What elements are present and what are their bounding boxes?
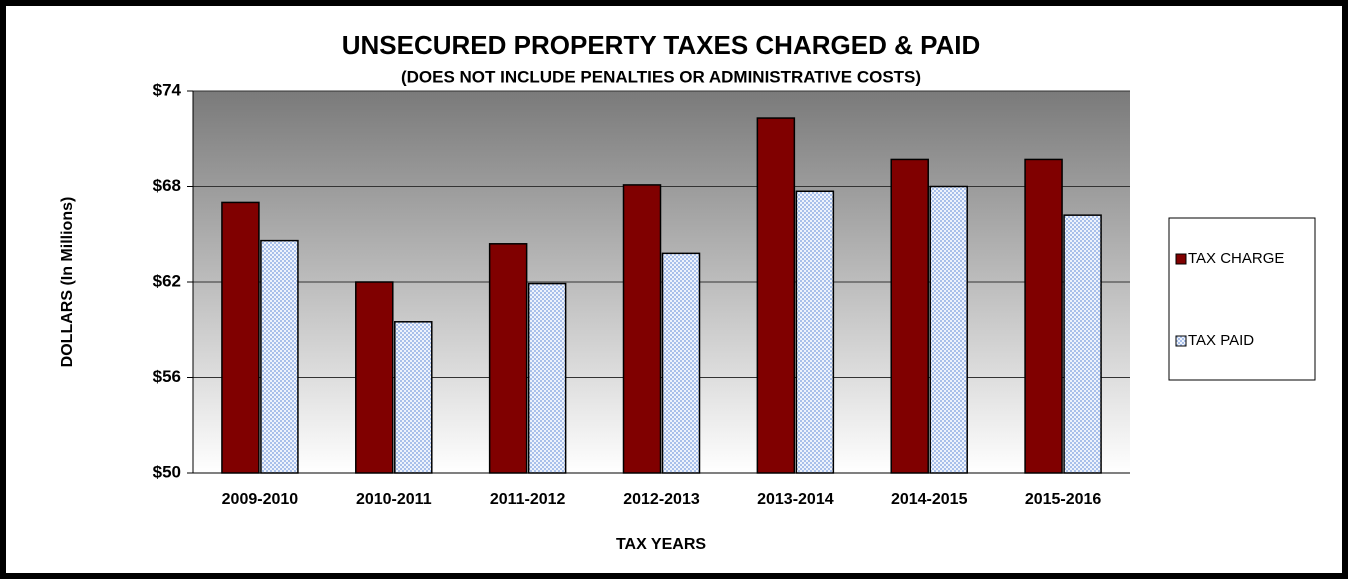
bar <box>394 321 433 474</box>
bar <box>661 252 701 474</box>
bar <box>795 190 835 474</box>
y-tick-label: $56 <box>153 367 181 386</box>
y-tick-label: $68 <box>153 176 181 195</box>
legend <box>1168 217 1316 381</box>
bar <box>890 158 929 474</box>
y-tick-label: $62 <box>153 271 181 290</box>
chart-subtitle: (DOES NOT INCLUDE PENALTIES OR ADMINISTR… <box>401 67 921 86</box>
bar <box>756 117 796 474</box>
y-tick-label: $50 <box>153 462 181 481</box>
x-tick-label: 2011-2012 <box>490 491 566 508</box>
legend-label: TAX CHARGE <box>1188 250 1284 267</box>
bar <box>527 282 567 474</box>
bar <box>1024 158 1063 474</box>
legend-swatch <box>1175 253 1187 265</box>
legend-label: TAX PAID <box>1188 332 1254 349</box>
x-axis-label: TAX YEARS <box>616 536 706 553</box>
bar <box>260 239 299 474</box>
bar <box>488 243 528 474</box>
bar <box>622 184 662 474</box>
legend-swatch <box>1175 335 1187 347</box>
bar <box>221 201 260 474</box>
bar <box>1063 214 1102 474</box>
bar <box>929 185 968 474</box>
x-tick-label: 2010-2011 <box>356 491 432 508</box>
y-axis-label: DOLLARS (In Millions) <box>59 197 76 368</box>
x-tick-label: 2014-2015 <box>891 491 968 508</box>
y-tick-label: $74 <box>153 80 182 99</box>
x-tick-label: 2015-2016 <box>1025 491 1102 508</box>
x-tick-label: 2009-2010 <box>222 491 299 508</box>
x-tick-label: 2012-2013 <box>623 491 700 508</box>
x-tick-label: 2013-2014 <box>757 491 834 508</box>
chart-title: UNSECURED PROPERTY TAXES CHARGED & PAID <box>342 30 981 60</box>
bar <box>355 281 394 474</box>
